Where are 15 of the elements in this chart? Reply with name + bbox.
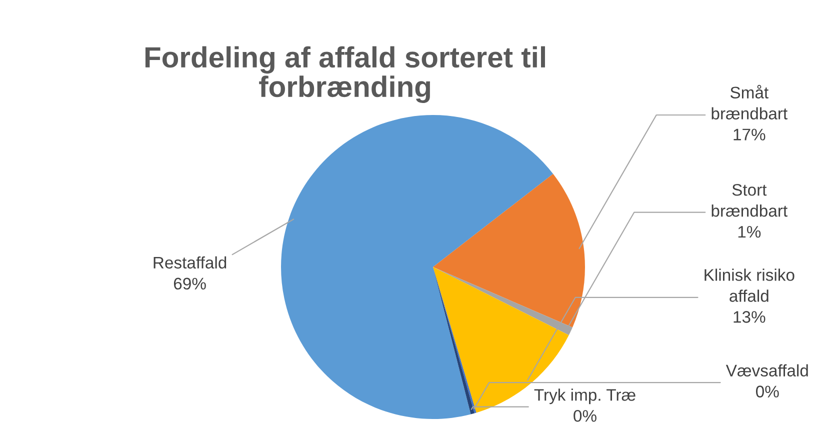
slice-label: Restaffald <box>154 256 226 269</box>
data-label: 1% <box>738 226 761 238</box>
slice-label: Stort brændbart <box>712 184 788 217</box>
data-label: 13% <box>734 311 766 323</box>
slice-label: Småt brændbart <box>712 84 788 120</box>
slice-label: Klinisk risiko affald <box>704 268 794 302</box>
data-label: 17% <box>734 128 766 140</box>
pie-slice <box>433 174 585 328</box>
slice-label: Vævsaffald <box>726 364 808 377</box>
data-label: 69% <box>174 278 206 290</box>
data-label: 0% <box>574 410 596 422</box>
data-label: 0% <box>756 386 779 398</box>
pie-slice <box>433 267 569 413</box>
slice-label: Tryk imp. Træ <box>534 388 636 404</box>
chart-title: Fordeling af affald sorteret til forbrænding <box>145 46 545 104</box>
